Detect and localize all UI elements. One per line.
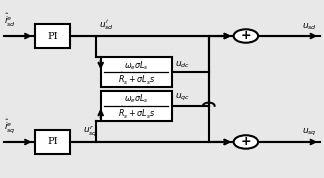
Text: $\omega_e\sigma L_s$: $\omega_e\sigma L_s$ [124, 59, 149, 72]
Text: $\hat{i}_{sq}^{e}$: $\hat{i}_{sq}^{e}$ [4, 117, 16, 135]
Text: $u_{sd}$: $u_{sd}$ [302, 21, 317, 32]
Text: +: + [240, 135, 251, 148]
Text: $u_{dc}$: $u_{dc}$ [175, 59, 190, 70]
Text: $\hat{R}_s+\sigma L_s s$: $\hat{R}_s+\sigma L_s s$ [118, 105, 155, 121]
Text: $\hat{i}_{sd}^{e}$: $\hat{i}_{sd}^{e}$ [4, 12, 16, 29]
Text: $u_{qc}$: $u_{qc}$ [175, 92, 190, 103]
Text: +: + [240, 29, 251, 42]
Bar [35, 130, 70, 154]
Text: $u_{sd}^{\prime}$: $u_{sd}^{\prime}$ [99, 18, 114, 32]
Text: PI: PI [47, 32, 58, 41]
Bar [101, 57, 172, 87]
Text: PI: PI [47, 137, 58, 146]
Text: $u_{sq}$: $u_{sq}$ [302, 126, 317, 138]
Text: $u_{sq}^{r}$: $u_{sq}^{r}$ [83, 123, 98, 138]
Circle shape [234, 135, 258, 149]
Circle shape [234, 29, 258, 43]
Bar [35, 24, 70, 48]
Text: $\omega_e\sigma L_s$: $\omega_e\sigma L_s$ [124, 93, 149, 105]
Bar [101, 91, 172, 121]
Text: $\hat{R}_s+\sigma L_s s$: $\hat{R}_s+\sigma L_s s$ [118, 71, 155, 87]
